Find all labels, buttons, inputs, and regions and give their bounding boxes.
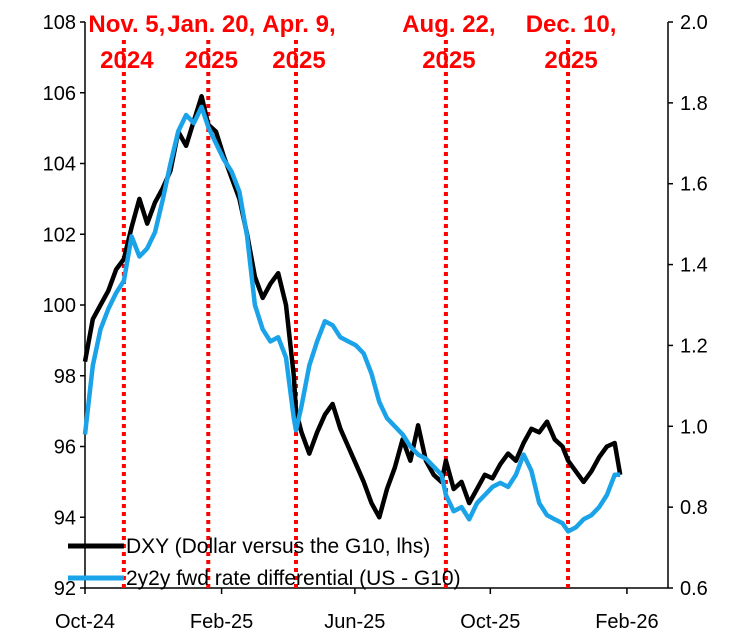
event-label-year: 2024 bbox=[100, 47, 154, 74]
legend-label-dxy: DXY (Dollar versus the G10, lhs) bbox=[126, 535, 430, 558]
legend: DXY (Dollar versus the G10, lhs) 2y2y fw… bbox=[68, 535, 461, 590]
event-label-date: Apr. 9, bbox=[262, 11, 335, 38]
right-tick-label: 1.0 bbox=[680, 416, 708, 438]
right-tick-label: 1.2 bbox=[680, 335, 708, 357]
left-tick-label: 108 bbox=[43, 12, 76, 34]
event-label-date: Aug. 22, bbox=[402, 11, 495, 38]
legend-label-rate-diff: 2y2y fwd rate differential (US - G10) bbox=[126, 567, 461, 590]
left-tick-label: 106 bbox=[43, 83, 76, 105]
x-tick-label: Feb-25 bbox=[190, 611, 253, 633]
event-label-date: Dec. 10, bbox=[526, 11, 617, 38]
left-tick-label: 100 bbox=[43, 295, 76, 317]
left-tick-label: 96 bbox=[54, 437, 76, 459]
left-tick-label: 104 bbox=[43, 154, 76, 176]
right-tick-label: 1.4 bbox=[680, 255, 708, 277]
x-tick-label: Oct-25 bbox=[460, 611, 520, 633]
left-tick-label: 102 bbox=[43, 224, 76, 246]
right-tick-label: 2.0 bbox=[680, 12, 708, 34]
series-lines bbox=[82, 94, 623, 534]
right-tick-label: 1.6 bbox=[680, 174, 708, 196]
event-labels: Nov. 5, 2024 Jan. 20, 2025 Apr. 9, 2025 Aug. 2… bbox=[88, 11, 616, 74]
dxy-line bbox=[82, 94, 623, 520]
x-tick-label: Jun-25 bbox=[324, 611, 385, 633]
event-label-year: 2025 bbox=[422, 47, 475, 74]
event-label-date: Nov. 5, bbox=[88, 11, 165, 38]
x-tick-label: Feb-26 bbox=[595, 611, 658, 633]
event-label-year: 2025 bbox=[185, 47, 238, 74]
event-label-year: 2025 bbox=[544, 47, 597, 74]
right-tick-label: 0.6 bbox=[680, 578, 708, 600]
left-tick-label: 94 bbox=[54, 507, 76, 529]
x-tick-label: Oct-24 bbox=[55, 611, 115, 633]
event-label-date: Jan. 20, bbox=[167, 11, 255, 38]
axes: 92 94 96 98 100 102 104 106 108 0.6 0.8 1.0 1.2 1.4 1.… bbox=[43, 12, 708, 633]
left-tick-label: 92 bbox=[54, 578, 76, 600]
event-label-year: 2025 bbox=[272, 47, 325, 74]
rate-differential-line bbox=[82, 104, 621, 534]
right-tick-label: 1.8 bbox=[680, 93, 708, 115]
right-tick-label: 0.8 bbox=[680, 497, 708, 519]
left-tick-label: 98 bbox=[54, 366, 76, 388]
